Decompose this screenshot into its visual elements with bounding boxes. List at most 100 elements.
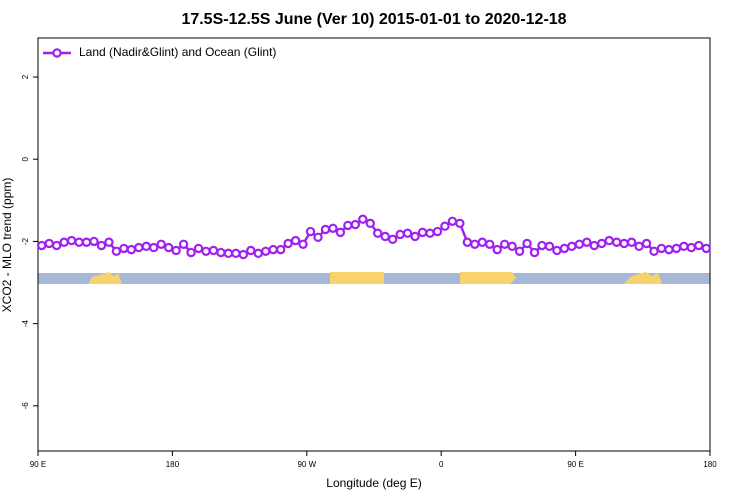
point <box>335 227 346 238</box>
point <box>320 224 331 235</box>
point <box>134 242 144 253</box>
point <box>499 239 510 249</box>
point <box>290 235 301 246</box>
x-tick-label: 90 E <box>567 460 583 469</box>
point <box>253 248 263 259</box>
legend-label: Land (Nadir&Glint) and Ocean (Glint) <box>79 45 276 59</box>
legend-marker <box>52 48 62 58</box>
point <box>470 239 480 249</box>
point <box>37 240 47 251</box>
point <box>231 248 241 259</box>
y-axis-label: XCO2 - MLO trend (ppm) <box>0 178 14 313</box>
point <box>268 244 278 255</box>
x-tick-label: 180 <box>166 460 180 469</box>
point <box>671 243 682 254</box>
point <box>425 228 435 238</box>
x-tick-label: 180 <box>703 460 717 469</box>
point <box>223 248 234 259</box>
point <box>44 238 54 249</box>
point <box>679 241 689 252</box>
point <box>522 238 532 249</box>
x-tick-label: 0 <box>439 460 444 469</box>
point <box>81 237 92 247</box>
point <box>358 214 368 224</box>
point <box>111 246 122 256</box>
point <box>126 244 137 255</box>
point <box>589 240 599 251</box>
point <box>597 238 607 249</box>
point <box>395 229 405 240</box>
point <box>186 247 196 258</box>
point <box>283 238 293 249</box>
point <box>343 220 353 231</box>
point <box>537 240 547 251</box>
point <box>440 221 450 231</box>
y-tick-label: 0 <box>21 156 30 161</box>
point <box>477 237 487 247</box>
point <box>686 242 697 253</box>
point <box>402 228 413 238</box>
point <box>649 246 659 256</box>
point <box>664 244 674 255</box>
point <box>619 238 629 249</box>
point <box>507 241 517 252</box>
point <box>208 245 219 256</box>
point <box>701 243 711 254</box>
point <box>193 243 204 254</box>
point <box>492 244 502 255</box>
point <box>238 249 249 260</box>
point <box>485 239 495 249</box>
point <box>634 241 644 252</box>
point <box>447 216 458 226</box>
point <box>380 231 390 242</box>
x-tick-label: 90 W <box>297 460 316 469</box>
point <box>163 242 174 253</box>
point <box>178 239 189 249</box>
y-tick-label: -4 <box>21 320 30 328</box>
point <box>455 218 465 229</box>
point <box>156 239 166 249</box>
point <box>59 237 69 247</box>
point <box>656 243 667 254</box>
point <box>328 223 338 233</box>
point <box>171 245 181 256</box>
y-tick-label: 2 <box>21 74 30 79</box>
point <box>611 237 622 247</box>
point <box>201 246 211 256</box>
point <box>141 241 151 252</box>
point <box>641 238 652 249</box>
point <box>432 226 443 237</box>
point <box>298 239 308 249</box>
point <box>305 226 316 237</box>
point <box>604 235 614 246</box>
point <box>350 219 361 230</box>
point <box>552 245 562 256</box>
point <box>626 237 637 247</box>
point <box>567 241 577 252</box>
point <box>373 228 383 238</box>
point <box>96 240 107 251</box>
x-tick-label: 90 E <box>30 460 46 469</box>
point <box>89 236 99 247</box>
point <box>462 237 473 247</box>
point <box>275 244 286 255</box>
point <box>216 247 226 258</box>
point <box>574 239 585 249</box>
point <box>261 246 271 256</box>
point <box>529 247 540 258</box>
point <box>544 241 555 252</box>
point <box>387 234 398 245</box>
point <box>410 231 420 242</box>
point <box>559 243 570 254</box>
point <box>246 245 256 256</box>
x-axis-label: Longitude (deg E) <box>326 476 421 490</box>
y-tick-label: -2 <box>21 237 30 245</box>
land-ocean-strip <box>38 272 710 284</box>
point <box>582 237 592 247</box>
point <box>514 246 525 256</box>
chart-title: 17.5S-12.5S June (Ver 10) 2015-01-01 to … <box>181 11 566 28</box>
point <box>66 235 77 246</box>
point <box>313 232 323 243</box>
point <box>365 218 375 229</box>
